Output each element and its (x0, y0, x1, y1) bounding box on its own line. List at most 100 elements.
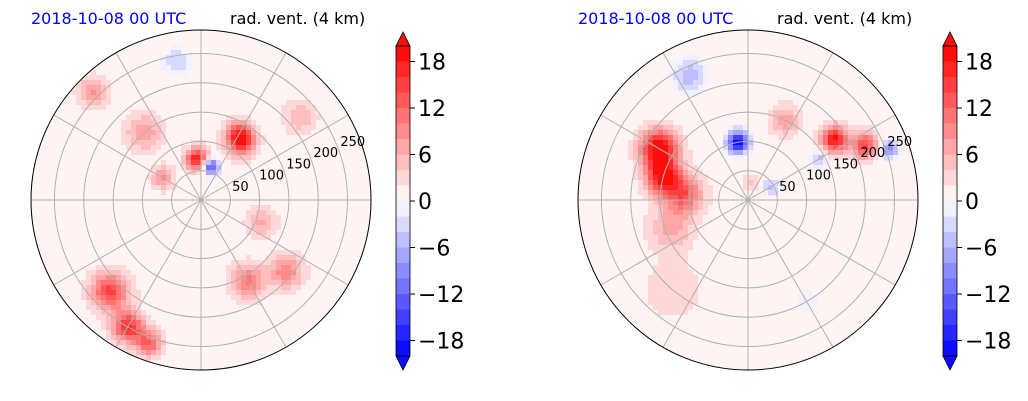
field-cell (261, 295, 267, 301)
field-cell (266, 240, 272, 246)
field-cell (748, 140, 754, 146)
field-cell (773, 100, 779, 106)
field-cell (698, 210, 704, 216)
field-cell (111, 335, 117, 341)
field-cell (181, 50, 187, 56)
field-cell (773, 190, 779, 196)
field-cell (688, 165, 694, 171)
field-cell (121, 290, 127, 296)
field-cell (86, 105, 92, 111)
field-cell (658, 110, 664, 116)
field-cell (246, 140, 252, 146)
field-cell (658, 175, 664, 181)
field-cell (91, 260, 97, 266)
field-cell (276, 290, 282, 296)
colorbar-tick-label: 6 (418, 144, 432, 169)
radial-tick-label: 150 (286, 157, 311, 172)
field-cell (688, 155, 694, 161)
field-cell (141, 155, 147, 161)
field-cell (181, 165, 187, 171)
field-cell (813, 155, 819, 161)
field-cell (86, 310, 92, 316)
field-cell (286, 105, 292, 111)
field-cell (126, 285, 132, 291)
field-cell (703, 210, 709, 216)
field-cell (673, 235, 679, 241)
field-cell (111, 130, 117, 136)
field-cell (246, 200, 252, 206)
field-cell (798, 295, 804, 301)
field-cell (91, 80, 97, 86)
field-cell (868, 160, 874, 166)
field-cell (111, 90, 117, 96)
field-cell (246, 285, 252, 291)
field-cell (281, 295, 287, 301)
field-cell (648, 115, 654, 121)
field-cell (226, 120, 232, 126)
field-cell (648, 310, 654, 316)
field-cell (251, 250, 257, 256)
field-cell (668, 130, 674, 136)
field-cell (673, 225, 679, 231)
field-cell (643, 275, 649, 281)
field-cell (698, 175, 704, 181)
field-cell (171, 165, 177, 171)
field-cell (186, 60, 192, 66)
field-cell (638, 240, 644, 246)
field-cell (236, 295, 242, 301)
field-cell (261, 250, 267, 256)
field-cell (116, 95, 122, 101)
field-cell (106, 75, 112, 81)
field-cell (136, 285, 142, 291)
field-cell (693, 230, 699, 236)
field-cell (683, 265, 689, 271)
field-cell (768, 120, 774, 126)
field-cell (131, 325, 137, 331)
field-cell (848, 135, 854, 141)
field-cell (106, 255, 112, 261)
field-cell (648, 200, 654, 206)
field-cell (306, 130, 312, 136)
field-cell (643, 180, 649, 186)
field-cell (638, 235, 644, 241)
field-cell (648, 230, 654, 236)
field-cell (251, 230, 257, 236)
field-cell (678, 170, 684, 176)
field-cell (301, 275, 307, 281)
field-cell (673, 75, 679, 81)
field-cell (211, 150, 217, 156)
field-cell (868, 140, 874, 146)
field-cell (703, 280, 709, 286)
field-cell (101, 300, 107, 306)
field-cell (311, 280, 317, 286)
field-cell (703, 200, 709, 206)
field-cell (693, 90, 699, 96)
field-cell (246, 110, 252, 116)
field-cell (251, 260, 257, 266)
field-cell (648, 275, 654, 281)
field-cell (266, 230, 272, 236)
field-cell (231, 290, 237, 296)
field-cell (301, 245, 307, 251)
field-cell (673, 195, 679, 201)
field-cell (196, 175, 202, 181)
field-cell (748, 190, 754, 196)
field-cell (703, 260, 709, 266)
field-cell (768, 105, 774, 111)
field-cell (136, 320, 142, 326)
field-cell (643, 210, 649, 216)
field-cell (306, 255, 312, 261)
field-cell (256, 280, 262, 286)
field-cell (161, 120, 167, 126)
field-cell (643, 280, 649, 286)
field-cell (121, 135, 127, 141)
field-cell (241, 300, 247, 306)
field-cell (668, 255, 674, 261)
field-cell (301, 110, 307, 116)
field-cell (678, 255, 684, 261)
field-cell (648, 170, 654, 176)
field-cell (678, 190, 684, 196)
field-cell (643, 195, 649, 201)
field-cell (321, 110, 327, 116)
field-cell (111, 75, 117, 81)
